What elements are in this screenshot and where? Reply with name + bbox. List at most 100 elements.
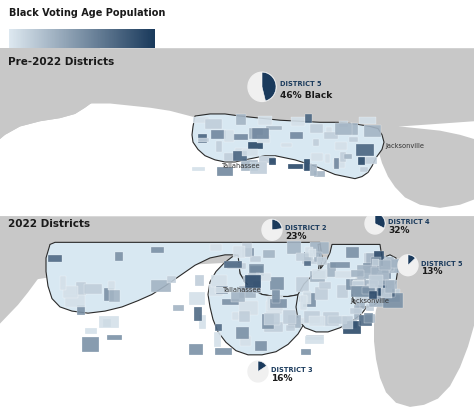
FancyBboxPatch shape — [356, 287, 368, 298]
FancyBboxPatch shape — [369, 274, 388, 279]
Text: DISTRICT 5: DISTRICT 5 — [280, 81, 322, 87]
Wedge shape — [258, 361, 266, 372]
FancyBboxPatch shape — [304, 252, 311, 266]
FancyBboxPatch shape — [370, 283, 387, 297]
FancyBboxPatch shape — [288, 165, 303, 169]
FancyBboxPatch shape — [235, 149, 249, 155]
FancyBboxPatch shape — [239, 311, 250, 322]
FancyBboxPatch shape — [216, 142, 222, 153]
FancyBboxPatch shape — [354, 306, 360, 320]
FancyBboxPatch shape — [115, 252, 123, 261]
FancyBboxPatch shape — [252, 128, 269, 140]
FancyBboxPatch shape — [60, 276, 66, 290]
FancyBboxPatch shape — [353, 280, 364, 294]
FancyBboxPatch shape — [311, 153, 323, 162]
FancyBboxPatch shape — [356, 286, 363, 299]
FancyBboxPatch shape — [248, 142, 263, 149]
FancyBboxPatch shape — [233, 134, 248, 140]
Circle shape — [365, 213, 385, 234]
Text: DISTRICT 3: DISTRICT 3 — [271, 366, 313, 372]
FancyBboxPatch shape — [383, 296, 400, 302]
Text: 100%: 100% — [76, 55, 98, 64]
FancyBboxPatch shape — [362, 288, 375, 294]
Polygon shape — [374, 217, 474, 407]
FancyBboxPatch shape — [231, 292, 245, 302]
FancyBboxPatch shape — [310, 164, 317, 176]
FancyBboxPatch shape — [213, 332, 221, 347]
FancyBboxPatch shape — [357, 265, 377, 279]
Polygon shape — [0, 217, 52, 324]
FancyBboxPatch shape — [195, 275, 204, 287]
FancyBboxPatch shape — [342, 316, 353, 329]
FancyBboxPatch shape — [309, 249, 316, 258]
FancyBboxPatch shape — [379, 256, 386, 264]
FancyBboxPatch shape — [294, 318, 314, 325]
FancyBboxPatch shape — [64, 286, 78, 298]
FancyBboxPatch shape — [314, 171, 326, 177]
FancyBboxPatch shape — [82, 338, 100, 352]
FancyBboxPatch shape — [303, 164, 312, 171]
FancyBboxPatch shape — [381, 288, 392, 298]
FancyBboxPatch shape — [224, 154, 236, 162]
FancyBboxPatch shape — [346, 247, 359, 258]
Text: DISTRICT 4: DISTRICT 4 — [388, 218, 429, 225]
FancyBboxPatch shape — [317, 257, 327, 265]
FancyBboxPatch shape — [290, 133, 303, 139]
FancyBboxPatch shape — [383, 259, 400, 268]
FancyBboxPatch shape — [224, 130, 234, 142]
FancyBboxPatch shape — [250, 266, 263, 274]
FancyBboxPatch shape — [302, 259, 321, 265]
FancyBboxPatch shape — [65, 295, 84, 307]
FancyBboxPatch shape — [364, 253, 380, 266]
FancyBboxPatch shape — [389, 288, 395, 297]
FancyBboxPatch shape — [270, 300, 287, 308]
FancyBboxPatch shape — [383, 293, 402, 308]
FancyBboxPatch shape — [189, 293, 205, 306]
FancyBboxPatch shape — [104, 289, 114, 301]
FancyBboxPatch shape — [372, 260, 379, 266]
FancyBboxPatch shape — [253, 281, 261, 294]
Text: 0%: 0% — [9, 55, 21, 64]
FancyBboxPatch shape — [355, 277, 363, 290]
FancyBboxPatch shape — [199, 315, 206, 330]
FancyBboxPatch shape — [233, 246, 245, 258]
FancyBboxPatch shape — [310, 125, 323, 133]
FancyBboxPatch shape — [151, 280, 171, 292]
FancyBboxPatch shape — [192, 167, 205, 171]
FancyBboxPatch shape — [309, 316, 325, 326]
FancyBboxPatch shape — [264, 314, 281, 326]
FancyBboxPatch shape — [350, 308, 362, 314]
FancyBboxPatch shape — [267, 297, 283, 311]
FancyBboxPatch shape — [283, 310, 296, 324]
FancyBboxPatch shape — [389, 260, 399, 274]
FancyBboxPatch shape — [211, 130, 226, 139]
FancyBboxPatch shape — [295, 253, 313, 262]
Circle shape — [398, 255, 418, 276]
FancyBboxPatch shape — [211, 275, 227, 287]
FancyBboxPatch shape — [346, 279, 366, 290]
FancyBboxPatch shape — [349, 321, 357, 328]
FancyBboxPatch shape — [334, 158, 339, 169]
FancyBboxPatch shape — [305, 336, 324, 344]
FancyBboxPatch shape — [356, 145, 374, 157]
FancyBboxPatch shape — [249, 128, 263, 140]
Polygon shape — [0, 49, 100, 139]
FancyBboxPatch shape — [241, 161, 258, 171]
FancyBboxPatch shape — [356, 291, 367, 298]
FancyBboxPatch shape — [250, 256, 261, 262]
Wedge shape — [262, 73, 276, 102]
Text: 32%: 32% — [388, 225, 410, 234]
FancyBboxPatch shape — [387, 280, 397, 290]
Polygon shape — [46, 243, 322, 313]
FancyBboxPatch shape — [356, 299, 365, 309]
Polygon shape — [0, 217, 474, 286]
FancyBboxPatch shape — [217, 167, 233, 176]
FancyBboxPatch shape — [272, 290, 281, 303]
FancyBboxPatch shape — [364, 264, 378, 273]
FancyBboxPatch shape — [240, 336, 251, 346]
FancyBboxPatch shape — [385, 281, 395, 294]
FancyBboxPatch shape — [262, 315, 274, 329]
FancyBboxPatch shape — [340, 153, 346, 163]
FancyBboxPatch shape — [323, 312, 339, 326]
Circle shape — [248, 361, 268, 382]
